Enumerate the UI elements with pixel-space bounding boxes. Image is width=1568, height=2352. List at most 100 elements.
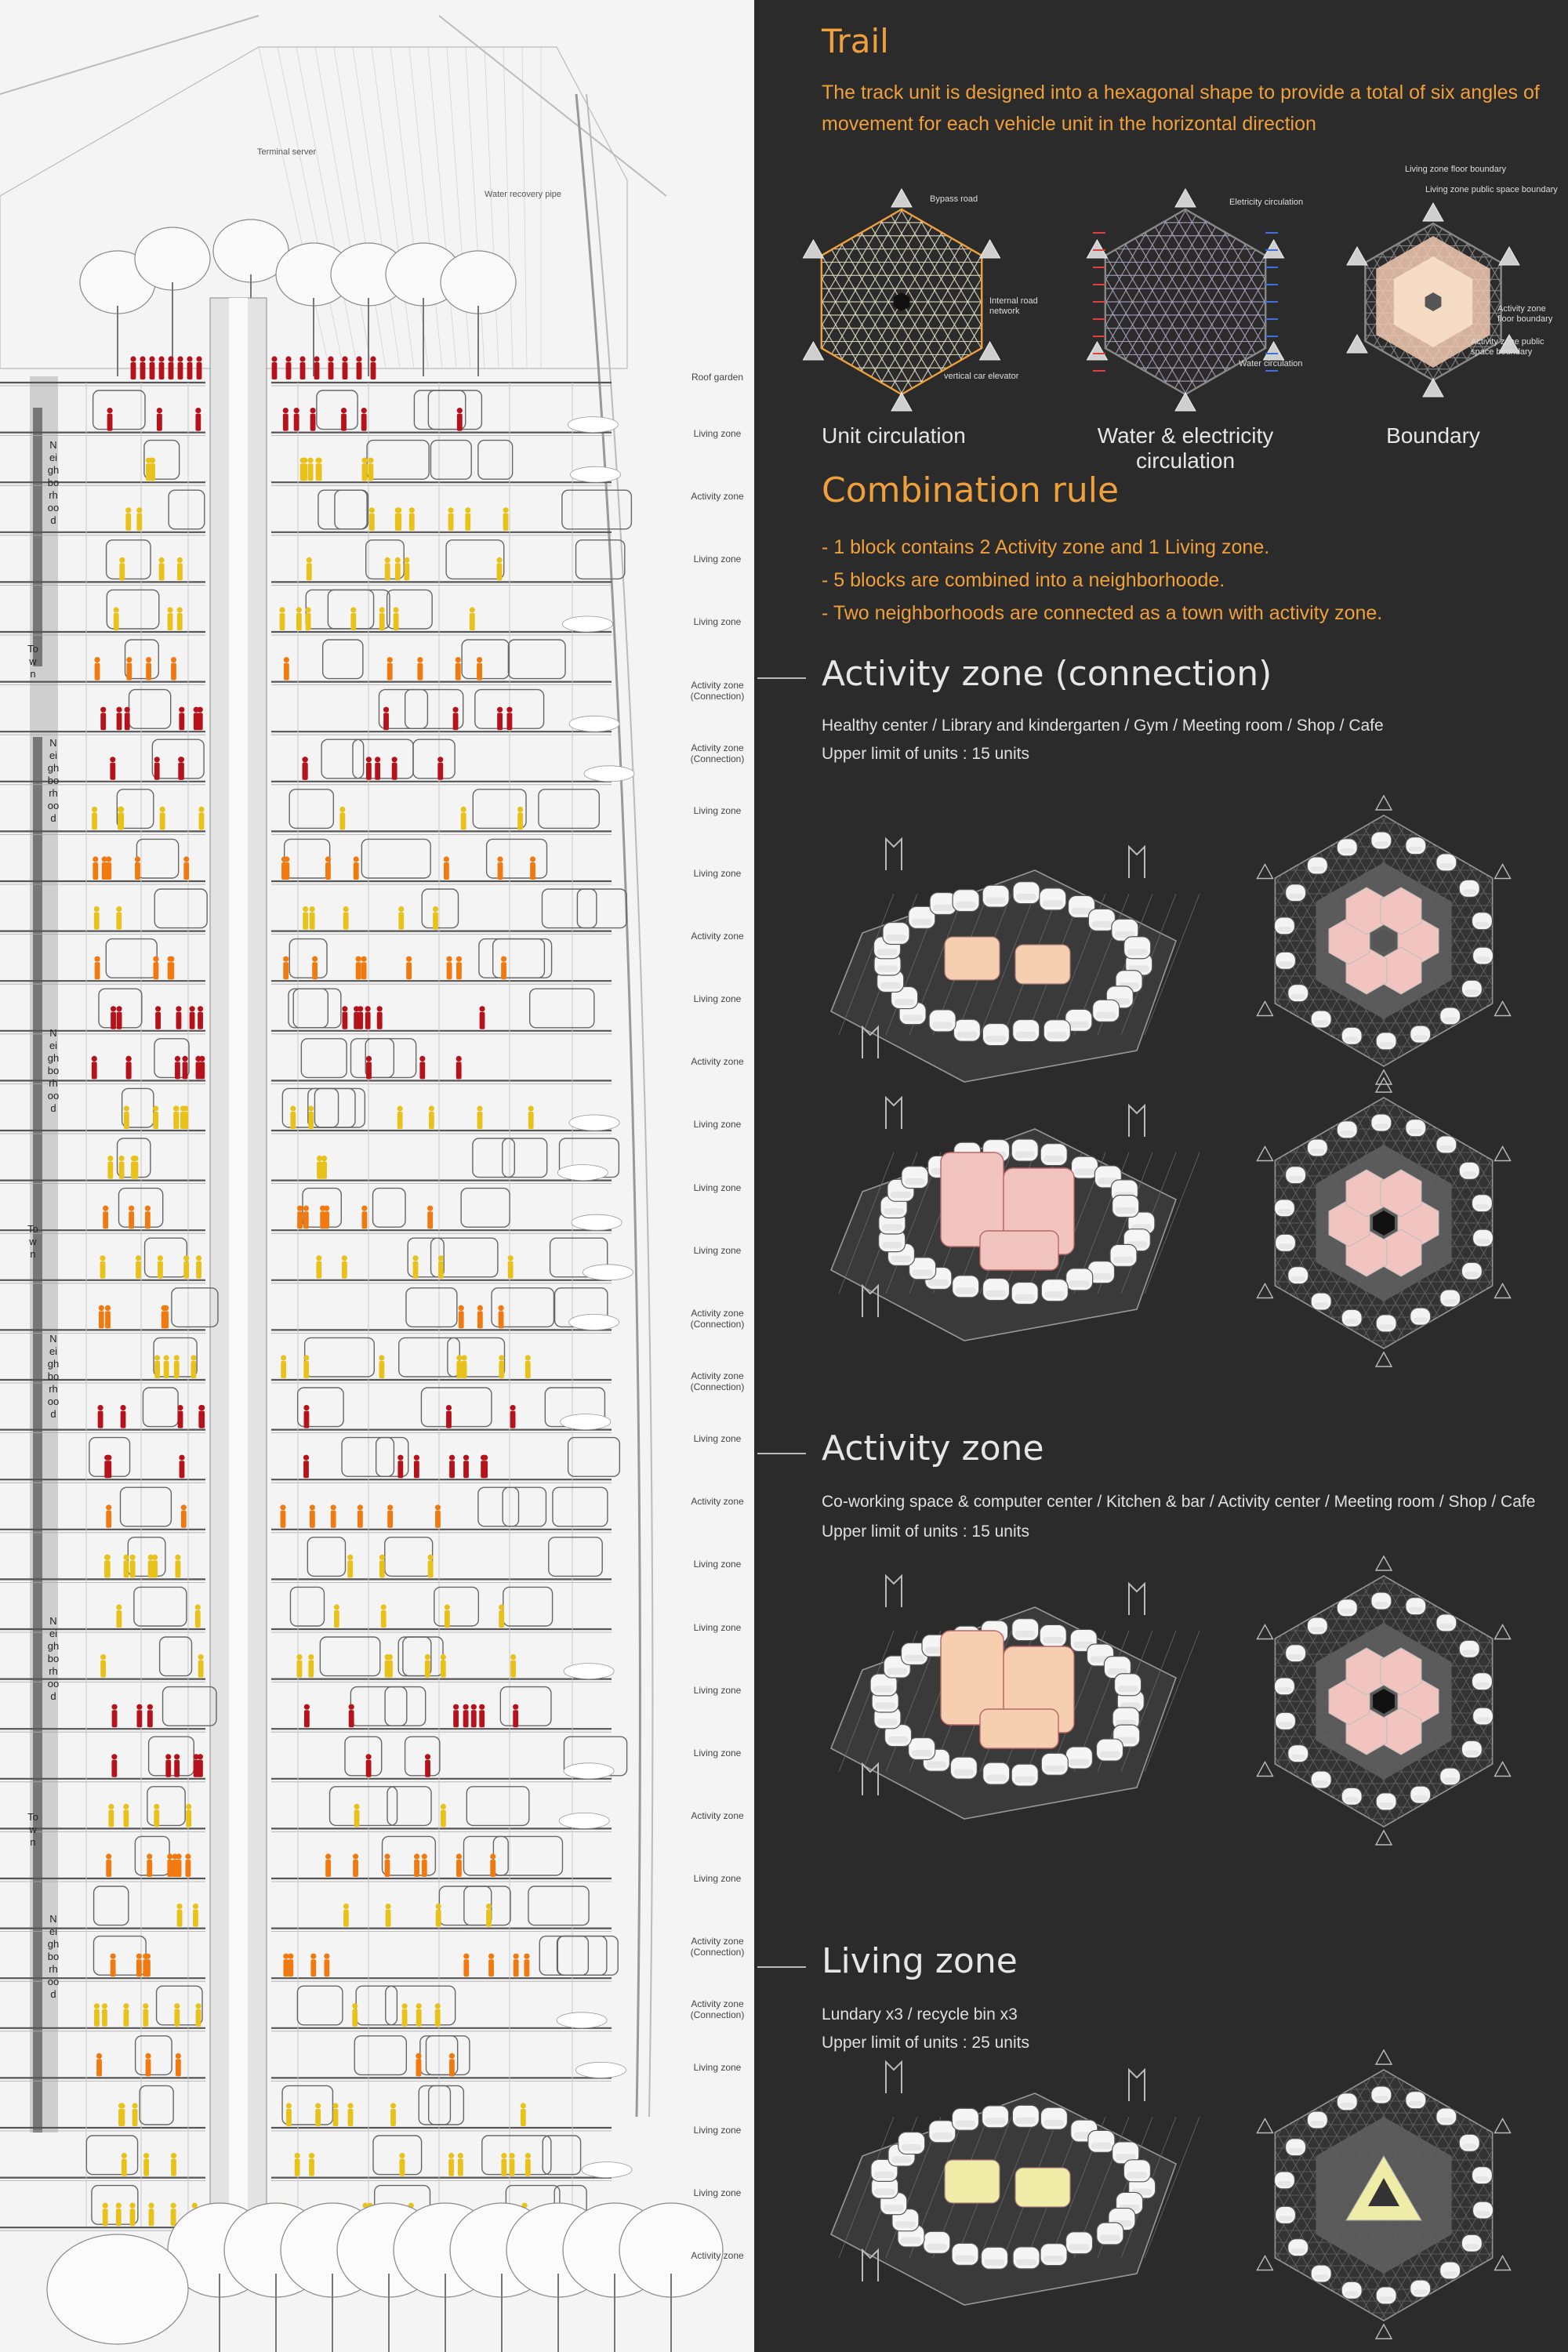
person-figure	[440, 1654, 446, 1661]
vehicle-unit	[503, 1586, 554, 1627]
person-figure	[401, 2003, 408, 2009]
zone-label: Living zone	[693, 1621, 742, 1633]
person-figure	[125, 1055, 132, 1062]
roof-rib	[390, 46, 429, 369]
person-figure	[182, 1062, 188, 1080]
person-figure	[303, 1211, 309, 1229]
vertical-label-neighborhood: Neighborhood	[47, 737, 60, 824]
vertical-label-neighborhood: Neighborhood	[47, 1615, 60, 1702]
person-figure	[175, 1062, 180, 1080]
zone-label: Living zone	[693, 428, 742, 439]
person-figure	[93, 912, 100, 930]
person-figure	[102, 2209, 108, 2227]
person-figure	[444, 862, 449, 880]
person-figure	[477, 1305, 483, 1311]
grid-line	[1197, 209, 1266, 394]
person-figure	[497, 856, 503, 862]
person-figure	[379, 1554, 385, 1560]
person-figure	[183, 1112, 189, 1129]
person-figure	[517, 812, 523, 830]
person-figure	[152, 1560, 158, 1578]
ground-tree	[46, 2234, 189, 2345]
zone-label: Living zone	[693, 2124, 742, 2136]
person-figure	[175, 1560, 181, 1578]
label-electricity-circulation: Eletricity circulation	[1229, 198, 1304, 207]
shrub	[583, 765, 635, 782]
car-elevator-icon	[1086, 340, 1109, 361]
person-figure	[370, 356, 376, 362]
person-figure	[170, 657, 177, 663]
person-figure	[312, 962, 318, 980]
person-figure	[488, 1959, 494, 1977]
person-figure	[396, 513, 402, 531]
person-figure	[507, 1261, 514, 1279]
person-figure	[91, 1055, 97, 1062]
person-figure	[384, 557, 390, 564]
zone-label: Living zone	[693, 1119, 742, 1131]
vertical-label-town: Town	[27, 1223, 38, 1260]
person-figure	[352, 2009, 358, 2027]
person-figure	[333, 1610, 339, 1628]
person-figure	[302, 757, 308, 763]
person-figure	[448, 2153, 455, 2159]
person-figure	[448, 2158, 455, 2176]
person-figure	[445, 1610, 450, 1628]
person-figure	[330, 1510, 336, 1528]
person-figure	[324, 1953, 330, 1959]
person-figure	[149, 463, 155, 481]
vehicle-unit	[289, 789, 335, 829]
person-figure	[457, 2158, 463, 2176]
person-figure	[103, 1205, 109, 1211]
person-figure	[434, 1504, 441, 1511]
person-figure	[347, 1560, 354, 1578]
car-elevator-icon	[1422, 201, 1444, 222]
person-figure	[123, 1554, 129, 1560]
vehicle-unit	[397, 1636, 432, 1677]
person-figure	[350, 607, 357, 613]
person-figure	[191, 1355, 197, 1361]
person-figure	[146, 662, 151, 681]
person-figure	[97, 1405, 103, 1411]
vehicle-unit	[407, 1237, 445, 1278]
person-figure	[197, 1754, 204, 1760]
terminal-server-label: Terminal server	[257, 147, 317, 157]
person-figure	[182, 1055, 188, 1062]
person-figure	[398, 912, 405, 930]
person-figure	[165, 1754, 172, 1760]
zone-label: Activity zone	[691, 491, 744, 503]
vehicle-unit	[428, 2085, 465, 2125]
person-figure	[175, 1554, 181, 1560]
person-figure	[306, 563, 312, 581]
person-figure	[343, 1904, 350, 1910]
person-figure	[461, 1361, 467, 1378]
person-figure	[408, 513, 415, 531]
person-figure	[476, 657, 483, 663]
car-elevator-icon	[1346, 245, 1368, 266]
person-figure	[524, 1959, 530, 1977]
person-figure	[303, 1454, 310, 1461]
person-figure	[288, 1959, 294, 1977]
person-figure	[125, 513, 132, 531]
person-figure	[175, 2059, 181, 2077]
facade-curve-inner	[586, 93, 654, 2118]
person-figure	[157, 1255, 164, 1261]
vehicle-unit	[541, 888, 597, 929]
vehicle-unit	[461, 639, 510, 680]
person-figure	[106, 1504, 112, 1511]
car-elevator-icon	[1262, 340, 1285, 361]
person-figure	[96, 2053, 103, 2059]
car-elevator-icon	[978, 238, 1001, 259]
grid-line	[821, 209, 824, 394]
vehicle-unit	[378, 688, 429, 729]
person-figure	[390, 2109, 396, 2126]
zone-facilities-activity: Co-working space & computer center / Kit…	[822, 1493, 1536, 1511]
shrub	[560, 1414, 612, 1430]
person-figure	[404, 557, 410, 564]
person-figure	[124, 706, 130, 713]
vehicle-unit	[318, 489, 368, 530]
person-figure	[460, 812, 466, 830]
person-figure	[333, 1604, 339, 1610]
person-figure	[130, 362, 136, 379]
person-figure	[448, 507, 454, 514]
person-figure	[417, 662, 423, 681]
